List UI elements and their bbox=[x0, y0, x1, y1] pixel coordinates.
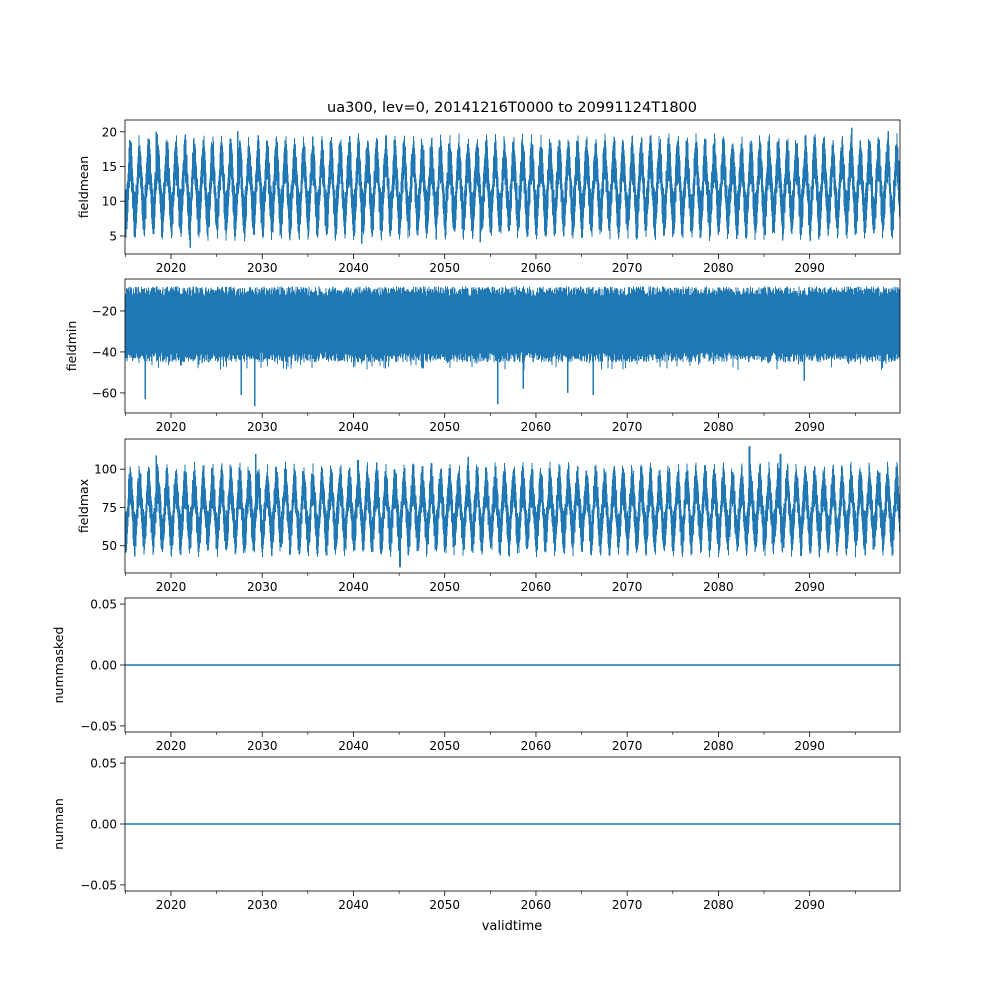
x-tick-label: 2060 bbox=[521, 898, 552, 912]
y-tick-label: −60 bbox=[92, 386, 117, 400]
x-tick-label: 2070 bbox=[612, 739, 643, 753]
x-tick-label: 2020 bbox=[156, 898, 187, 912]
y-axis-label: fieldmax bbox=[76, 479, 91, 533]
x-tick-label: 2060 bbox=[521, 739, 552, 753]
x-tick-label: 2080 bbox=[703, 580, 734, 594]
x-tick-label: 2040 bbox=[338, 420, 369, 434]
y-tick-label: 0.00 bbox=[90, 659, 117, 673]
axes-frame bbox=[124, 278, 901, 414]
x-tick-label: 2030 bbox=[247, 580, 278, 594]
axes-frame bbox=[124, 438, 901, 574]
x-tick-label: 2020 bbox=[156, 739, 187, 753]
series-line-fieldmax bbox=[125, 446, 900, 568]
x-tick-label: 2030 bbox=[247, 420, 278, 434]
x-tick-label: 2090 bbox=[794, 898, 825, 912]
x-tick-label: 2060 bbox=[521, 261, 552, 275]
x-tick-label: 2040 bbox=[338, 261, 369, 275]
x-tick-label: 2080 bbox=[703, 739, 734, 753]
x-tick-label: 2090 bbox=[794, 420, 825, 434]
subplot-numnan: 2020 2030 2040 2050 2060 2070 2080 2090 −0.05 0.0… bbox=[51, 757, 901, 912]
x-tick-label: 2090 bbox=[794, 580, 825, 594]
subplot-fieldmean: 2020 2030 2040 2050 2060 2070 2080 2090 5 10 15 20 f… bbox=[76, 119, 901, 275]
x-tick-label: 2020 bbox=[156, 580, 187, 594]
x-tick-label: 2020 bbox=[156, 420, 187, 434]
y-tick-label: −20 bbox=[92, 304, 117, 318]
subplot-fieldmax: 2020 2030 2040 2050 2060 2070 2080 2090 50 75 100f… bbox=[76, 438, 901, 594]
y-tick-label: 5 bbox=[109, 229, 117, 243]
y-tick-label: 0.05 bbox=[90, 757, 117, 771]
y-tick-label: 75 bbox=[102, 501, 117, 515]
y-tick-label: −0.05 bbox=[80, 719, 117, 733]
y-tick-label: 50 bbox=[102, 539, 117, 553]
x-axis-label: validtime bbox=[482, 919, 543, 934]
x-tick-label: 2050 bbox=[429, 261, 460, 275]
y-tick-label: 20 bbox=[102, 125, 117, 139]
x-tick-label: 2040 bbox=[338, 898, 369, 912]
x-tick-label: 2040 bbox=[338, 739, 369, 753]
x-tick-label: 2080 bbox=[703, 261, 734, 275]
subplot-nummasked: 2020 2030 2040 2050 2060 2070 2080 2090 −0.05 0.0… bbox=[51, 598, 901, 753]
y-axis-label: nummasked bbox=[51, 627, 66, 704]
series-line-fieldmean bbox=[125, 127, 900, 248]
y-axis-label: fieldmean bbox=[76, 156, 91, 218]
y-tick-label: 100 bbox=[94, 463, 117, 477]
x-tick-label: 2070 bbox=[612, 898, 643, 912]
y-tick-label: −0.05 bbox=[80, 878, 117, 892]
x-tick-label: 2030 bbox=[247, 261, 278, 275]
x-tick-label: 2040 bbox=[338, 580, 369, 594]
y-tick-label: −40 bbox=[92, 345, 117, 359]
x-tick-label: 2050 bbox=[429, 739, 460, 753]
x-tick-label: 2030 bbox=[247, 739, 278, 753]
x-tick-label: 2060 bbox=[521, 420, 552, 434]
x-tick-label: 2070 bbox=[612, 580, 643, 594]
x-tick-label: 2090 bbox=[794, 739, 825, 753]
x-tick-label: 2070 bbox=[612, 261, 643, 275]
x-tick-label: 2050 bbox=[429, 420, 460, 434]
x-tick-label: 2080 bbox=[703, 420, 734, 434]
x-tick-label: 2080 bbox=[703, 898, 734, 912]
y-tick-label: 0.05 bbox=[90, 598, 117, 612]
y-tick-label: 15 bbox=[102, 160, 117, 174]
x-tick-label: 2050 bbox=[429, 580, 460, 594]
chart-title: ua300, lev=0, 20141216T0000 to 20991124T… bbox=[327, 100, 697, 116]
y-axis-label: numnan bbox=[51, 798, 66, 850]
x-tick-label: 2060 bbox=[521, 580, 552, 594]
x-tick-label: 2030 bbox=[247, 898, 278, 912]
axes-frame bbox=[124, 119, 901, 255]
subplot-fieldmin: 2020 2030 2040 2050 2060 2070 2080 2090 −20 −40 −6… bbox=[64, 278, 901, 434]
y-axis-label: fieldmin bbox=[64, 321, 79, 372]
series-line-fieldmin bbox=[125, 286, 900, 407]
y-tick-label: 10 bbox=[102, 195, 117, 209]
x-tick-label: 2020 bbox=[156, 261, 187, 275]
y-tick-label: 0.00 bbox=[90, 818, 117, 832]
x-tick-label: 2090 bbox=[794, 261, 825, 275]
x-tick-label: 2070 bbox=[612, 420, 643, 434]
x-tick-label: 2050 bbox=[429, 898, 460, 912]
